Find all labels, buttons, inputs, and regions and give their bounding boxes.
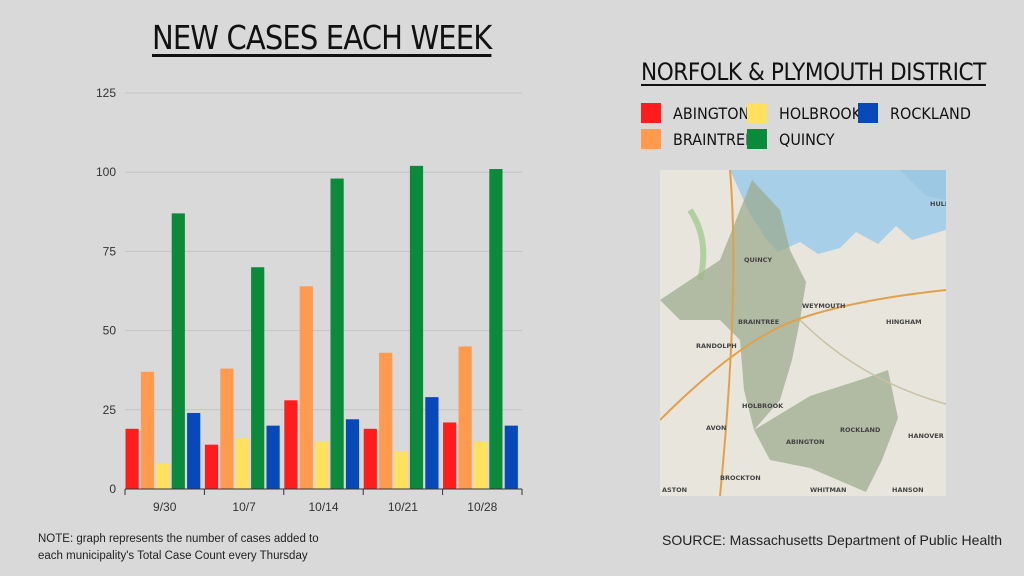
legend-label-braintree: BRAINTREE (673, 129, 755, 149)
map-label-braintree: BRAINTREE (738, 318, 779, 326)
legend-swatch-braintree (641, 129, 661, 149)
bar (266, 425, 280, 489)
legend-swatch-abington (641, 103, 661, 123)
footnote: NOTE: graph represents the number of cas… (38, 533, 319, 562)
bar (315, 441, 329, 489)
bar (409, 165, 424, 489)
legend-label-quincy: QUINCY (779, 129, 835, 149)
x-tick-label: 10/14 (308, 500, 338, 514)
bar (443, 422, 457, 489)
map-road-3 (799, 319, 946, 405)
bar (125, 428, 139, 489)
bar (156, 463, 170, 489)
bar (363, 428, 377, 489)
map-label-hanover: HANOVER (908, 432, 944, 440)
bar (330, 178, 344, 489)
map-label-rockland: ROCKLAND (840, 426, 881, 434)
bar (345, 419, 360, 489)
x-tick-label: 10/7 (232, 500, 256, 514)
bar (394, 450, 408, 489)
x-tick-label: 10/28 (467, 500, 497, 514)
legend-label-holbrook: HOLBROOK (779, 103, 862, 123)
legend-item-abington: ABINGTON (641, 103, 758, 123)
map-label-whitman: WHITMAN (810, 486, 846, 494)
legend-swatch-rockland (858, 103, 878, 123)
x-tick-label: 10/21 (388, 500, 418, 514)
map-label-aston: ASTON (662, 486, 687, 494)
map-label-avon: AVON (706, 424, 726, 432)
bar (235, 438, 249, 489)
map-label-quincy: QUINCY (744, 256, 772, 264)
x-tick-label: 9/30 (153, 500, 177, 514)
bar (489, 169, 503, 490)
bar (204, 444, 219, 489)
map-label-holbrook: HOLBROOK (742, 402, 784, 410)
bar (504, 425, 518, 489)
bar (220, 368, 234, 489)
bar (284, 400, 298, 489)
bar (171, 213, 185, 489)
legend-item-quincy: QUINCY (747, 129, 841, 149)
map-road-1 (660, 289, 946, 421)
map-label-hingham: HINGHAM (886, 318, 922, 326)
y-tick-label: 100 (96, 165, 116, 179)
legend-item-holbrook: HOLBROOK (747, 103, 870, 123)
district-map: QUINCY WEYMOUTH BRAINTREE RANDOLPH HINGH… (660, 170, 946, 496)
map-label-weymouth: WEYMOUTH (802, 302, 845, 310)
bar (299, 286, 313, 489)
legend-swatch-quincy (747, 129, 767, 149)
map-label-abington: ABINGTON (786, 438, 824, 446)
bar (458, 346, 472, 489)
bar (140, 371, 155, 489)
bar (187, 412, 201, 489)
y-tick-label: 75 (103, 244, 117, 258)
y-tick-label: 25 (103, 403, 117, 417)
map-water-harbor (900, 170, 946, 200)
bar-chart: 0 25 50 75 100 125 9/30 10/7 10/14 10/21 10/28 (96, 86, 523, 514)
map-road-2 (719, 170, 735, 496)
legend-item-braintree: BRAINTREE (641, 129, 763, 149)
chart-title: NEW CASES EACH WEEK (152, 18, 492, 57)
map-region-abington-rockland (754, 370, 898, 492)
legend-swatch-holbrook (747, 103, 767, 123)
legend-label-abington: ABINGTON (673, 103, 750, 123)
bar (251, 267, 265, 489)
map-label-brockton: BROCKTON (720, 474, 761, 482)
legend-item-rockland: ROCKLAND (858, 103, 980, 123)
bar (473, 441, 488, 489)
map-label-hanson: HANSON (892, 486, 924, 494)
map-labels: QUINCY WEYMOUTH BRAINTREE RANDOLPH HINGH… (662, 200, 946, 494)
y-tick-label: 0 (109, 482, 116, 496)
bar (379, 352, 393, 489)
legend-label-rockland: ROCKLAND (890, 103, 971, 123)
district-title: NORFOLK & PLYMOUTH DISTRICT (641, 58, 986, 86)
bar (425, 397, 439, 489)
map-park (687, 208, 707, 281)
source-credit: SOURCE: Massachusetts Department of Publ… (662, 532, 1003, 548)
map-label-hull: HULL (930, 200, 946, 208)
y-tick-label: 50 (103, 324, 117, 338)
y-tick-label: 125 (96, 86, 116, 100)
map-label-randolph: RANDOLPH (696, 342, 737, 350)
